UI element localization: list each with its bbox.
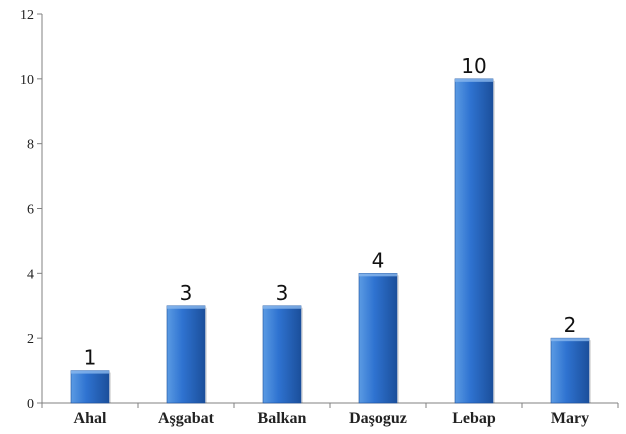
x-tick-label: Daşoguz: [349, 410, 407, 427]
data-label: 2: [564, 313, 577, 337]
data-labels: 1 3 3 4 10 2: [84, 54, 577, 370]
data-label: 1: [84, 346, 97, 370]
data-label: 4: [372, 248, 385, 272]
x-tick-label: Ahal: [74, 410, 107, 427]
bar: [358, 273, 398, 404]
y-tick-label: 2: [27, 332, 34, 347]
bars: [70, 78, 591, 404]
bar: [166, 305, 206, 404]
bar-top-highlight: [455, 78, 493, 82]
y-tick-label: 8: [27, 138, 34, 153]
y-tick-label: 0: [27, 397, 34, 412]
y-tick-label: 6: [27, 203, 34, 218]
bar: [454, 78, 494, 404]
x-tick-label: Mary: [551, 410, 589, 427]
y-axis: 0 2 4 6 8 10 12: [20, 8, 43, 412]
x-tick-label: Balkan: [258, 410, 307, 427]
y-tick-label: 10: [20, 73, 34, 88]
bar-top-highlight: [263, 305, 301, 309]
x-tick-label: Aşgabat: [158, 410, 215, 427]
bar: [262, 305, 302, 404]
x-tick-label: Lebap: [452, 410, 496, 427]
y-tick-label: 4: [27, 267, 34, 282]
bar: [550, 337, 590, 404]
bar: [70, 370, 110, 404]
data-label: 3: [276, 281, 289, 305]
x-axis: Ahal Aşgabat Balkan Daşoguz Lebap Mary: [41, 402, 619, 427]
bar-top-highlight: [71, 370, 109, 374]
bar-top-highlight: [551, 338, 589, 342]
data-label: 10: [461, 54, 486, 78]
data-label: 3: [180, 281, 193, 305]
y-tick-label: 12: [20, 8, 34, 23]
bar-top-highlight: [359, 273, 397, 277]
bar-top-highlight: [167, 305, 205, 309]
